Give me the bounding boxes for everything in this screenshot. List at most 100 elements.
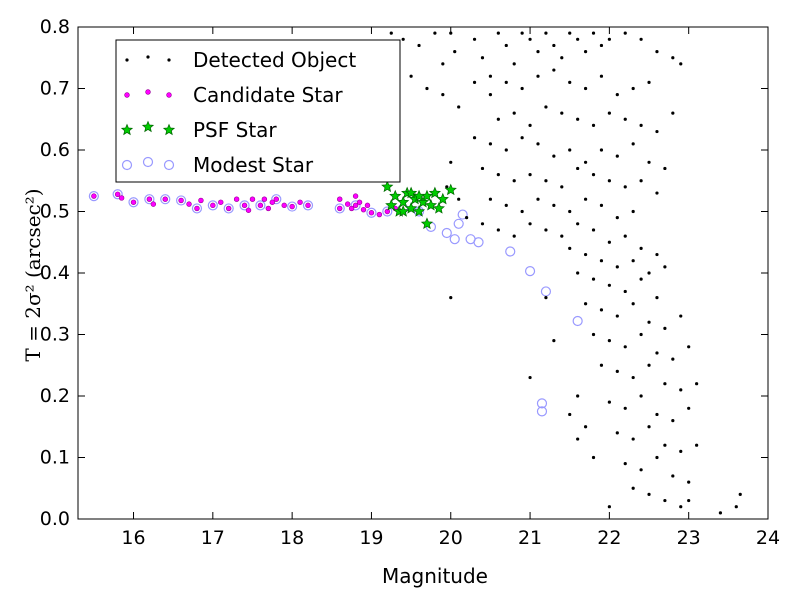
detected-object-point bbox=[472, 80, 477, 84]
detected-object-point bbox=[679, 505, 683, 509]
detected-object-point bbox=[607, 283, 611, 287]
detected-object-point bbox=[631, 259, 635, 263]
candidate-star-point bbox=[364, 202, 371, 209]
detected-object-point bbox=[520, 31, 524, 35]
detected-object-point bbox=[591, 123, 596, 127]
x-tick-label: 19 bbox=[359, 527, 383, 549]
candidate-star-point bbox=[91, 193, 97, 199]
detected-object-point bbox=[583, 86, 588, 91]
detected-object-point bbox=[663, 166, 667, 171]
modest-star-point bbox=[191, 203, 203, 214]
psf-star-point bbox=[420, 217, 434, 229]
detected-object-point bbox=[687, 498, 691, 503]
detected-object-point bbox=[623, 289, 627, 294]
psf-star-point bbox=[385, 198, 398, 211]
detected-object-point bbox=[583, 197, 588, 201]
detected-object-point bbox=[663, 265, 667, 269]
detected-object-point bbox=[615, 265, 619, 269]
detected-object-point bbox=[679, 62, 683, 66]
detected-object-point bbox=[655, 455, 659, 460]
detected-object-point bbox=[623, 117, 627, 121]
detected-object-point bbox=[647, 80, 651, 84]
detected-object-point bbox=[647, 160, 651, 164]
legend-label: Detected Object bbox=[193, 48, 356, 72]
detected-object-point bbox=[568, 80, 572, 84]
detected-object-point bbox=[734, 505, 738, 509]
detected-object-point bbox=[663, 498, 667, 503]
modest-star-point bbox=[112, 189, 123, 200]
legend-entry-psf-star: PSF Star bbox=[120, 118, 277, 142]
detected-object-point bbox=[568, 209, 572, 214]
detected-object-point bbox=[655, 129, 659, 134]
detected-object-point bbox=[560, 111, 564, 115]
detected-object-point bbox=[576, 394, 580, 398]
legend-marker-modest-star bbox=[163, 159, 175, 171]
y-tick-label: 0.5 bbox=[40, 201, 70, 223]
detected-object-point bbox=[389, 31, 393, 35]
detected-object-point bbox=[639, 37, 643, 41]
candidate-star-point bbox=[218, 199, 224, 205]
y-axis-label: T = 2σ² (arcsec²) bbox=[21, 188, 45, 361]
detected-object-point bbox=[488, 142, 493, 146]
detected-object-point bbox=[568, 246, 572, 250]
detected-object-point bbox=[552, 154, 556, 158]
modest-star-point bbox=[302, 200, 314, 211]
detected-object-point bbox=[623, 185, 627, 189]
detected-object-point bbox=[671, 419, 675, 423]
detected-object-point bbox=[655, 191, 659, 195]
x-tick-label: 18 bbox=[280, 527, 304, 549]
detected-object-point bbox=[655, 252, 659, 257]
modest-star-point bbox=[540, 286, 552, 297]
detected-object-point bbox=[607, 240, 611, 244]
detected-object-point bbox=[512, 234, 516, 238]
candidate-star-point bbox=[348, 205, 355, 212]
detected-object-point bbox=[568, 31, 572, 35]
detected-object-point bbox=[536, 74, 540, 78]
detected-object-point bbox=[631, 437, 635, 441]
candidate-star-point bbox=[210, 202, 216, 209]
detected-object-point bbox=[576, 437, 580, 441]
detected-object-point bbox=[536, 50, 540, 54]
detected-object-point bbox=[457, 197, 461, 201]
detected-object-point bbox=[623, 31, 627, 35]
x-tick-label: 23 bbox=[677, 527, 701, 549]
detected-object-point bbox=[679, 388, 683, 392]
candidate-star-point bbox=[337, 205, 343, 212]
detected-object-point bbox=[671, 111, 675, 115]
modest-star-point bbox=[536, 398, 548, 409]
detected-object-point bbox=[607, 505, 611, 509]
legend-marker-candidate-star bbox=[124, 92, 130, 98]
psf-star-point bbox=[428, 186, 441, 199]
candidate-star-point bbox=[194, 205, 200, 212]
detected-object-point bbox=[488, 93, 493, 97]
detected-object-point bbox=[536, 142, 540, 146]
candidate-star-point bbox=[352, 193, 359, 199]
detected-object-point bbox=[599, 43, 604, 48]
detected-object-point bbox=[639, 179, 643, 183]
modest-star-point bbox=[453, 218, 464, 229]
detected-object-point bbox=[631, 142, 635, 146]
detected-object-point bbox=[576, 37, 580, 41]
detected-object-point bbox=[560, 234, 564, 238]
x-tick-label: 16 bbox=[121, 527, 145, 549]
candidate-star-point bbox=[118, 195, 125, 201]
psf-star-point bbox=[412, 205, 426, 217]
modest-star-point bbox=[271, 194, 282, 205]
detected-object-point bbox=[695, 443, 699, 447]
candidate-star-point bbox=[297, 199, 303, 205]
candidate-star-point bbox=[344, 201, 351, 207]
detected-object-point bbox=[655, 50, 659, 54]
detected-object-point bbox=[520, 86, 524, 91]
detected-object-point bbox=[576, 222, 580, 226]
detected-object-point bbox=[453, 50, 457, 54]
detected-object-point bbox=[512, 179, 516, 183]
detected-object-point bbox=[623, 462, 627, 466]
detected-object-point bbox=[480, 166, 485, 171]
detected-object-point bbox=[472, 37, 477, 41]
x-tick-label: 21 bbox=[518, 527, 542, 549]
detected-object-point bbox=[552, 43, 556, 48]
detected-object-point bbox=[591, 228, 596, 232]
detected-object-point bbox=[496, 31, 500, 35]
legend-marker-modest-star bbox=[121, 159, 133, 171]
detected-object-point bbox=[639, 332, 643, 337]
